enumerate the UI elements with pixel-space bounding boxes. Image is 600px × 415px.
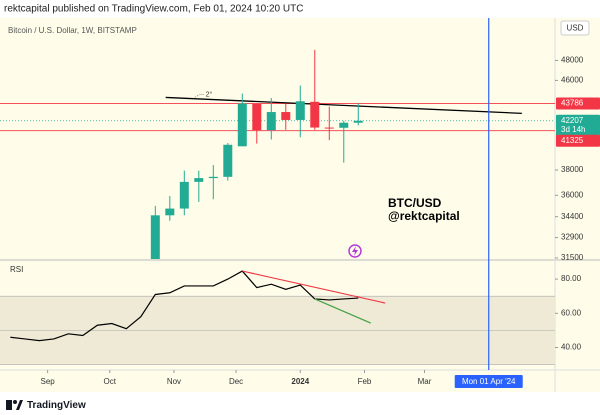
y-tick-label: 40.00 (561, 343, 582, 352)
y-tick-label: 48000 (561, 56, 584, 65)
annotation: BTC/USD (388, 196, 442, 210)
x-tick-label: Sep (41, 377, 56, 386)
candle-body (223, 144, 233, 177)
rsi-title: RSI (10, 265, 23, 274)
y-tick-label: 60.00 (561, 308, 582, 317)
candle-body (194, 178, 204, 182)
candle-body (310, 101, 320, 128)
candle-body (150, 215, 160, 259)
rsi-trendline (314, 298, 371, 324)
y-tick-label: 46000 (561, 76, 584, 85)
candle-body (324, 127, 334, 129)
candle-body (208, 176, 218, 179)
level-label-box (556, 97, 600, 110)
level-label: 43786 (561, 99, 584, 108)
marker-label: Mon 01 Apr '24 (462, 377, 516, 386)
candle-body (281, 112, 291, 120)
level-label: 41325 (561, 136, 584, 145)
y-tick-label: 32900 (561, 233, 584, 242)
trendline-angle: 2° (206, 90, 213, 98)
chart-title: Bitcoin / U.S. Dollar, 1W, BITSTAMP (8, 26, 137, 35)
rsi-line (10, 270, 359, 342)
y-tick-label: 80.00 (561, 274, 582, 283)
candle-body (339, 122, 349, 128)
x-tick-label: Nov (167, 377, 181, 386)
y-tick-label: 31500 (561, 253, 584, 262)
rsi-trendline (242, 270, 386, 304)
brand-logo (6, 400, 23, 410)
brand: TradingView (27, 400, 86, 411)
countdown: 3d 14h (561, 125, 585, 134)
candle-body (295, 101, 305, 120)
candle-body (165, 208, 175, 216)
candle-body (252, 103, 262, 131)
x-tick-label: Dec (229, 377, 243, 386)
y-tick-label: 38000 (561, 165, 584, 174)
angle-arc (193, 93, 204, 99)
x-tick-label: Oct (104, 377, 117, 386)
annotation: @rektcapital (388, 209, 460, 223)
candle-body (266, 112, 276, 131)
last-price-label: 42207 (561, 116, 584, 125)
x-tick-label: 2024 (291, 377, 309, 386)
currency-box (560, 20, 590, 36)
watermark-icon (348, 244, 362, 258)
last-price-label-box (556, 114, 600, 136)
level-label-box (556, 134, 600, 147)
candle-body (353, 120, 363, 123)
y-tick-label: 36000 (561, 190, 584, 199)
author-line: rektcapital published on TradingView.com… (4, 4, 303, 15)
currency: USD (567, 24, 584, 33)
candle-body (179, 181, 189, 209)
marker-label-box (454, 375, 523, 388)
candle-body (237, 103, 247, 147)
y-tick-label: 34400 (561, 212, 584, 221)
x-tick-label: Mar (418, 377, 432, 386)
x-tick-label: Feb (358, 377, 372, 386)
price-pane: 2° (0, 49, 555, 259)
trendline (165, 96, 522, 114)
